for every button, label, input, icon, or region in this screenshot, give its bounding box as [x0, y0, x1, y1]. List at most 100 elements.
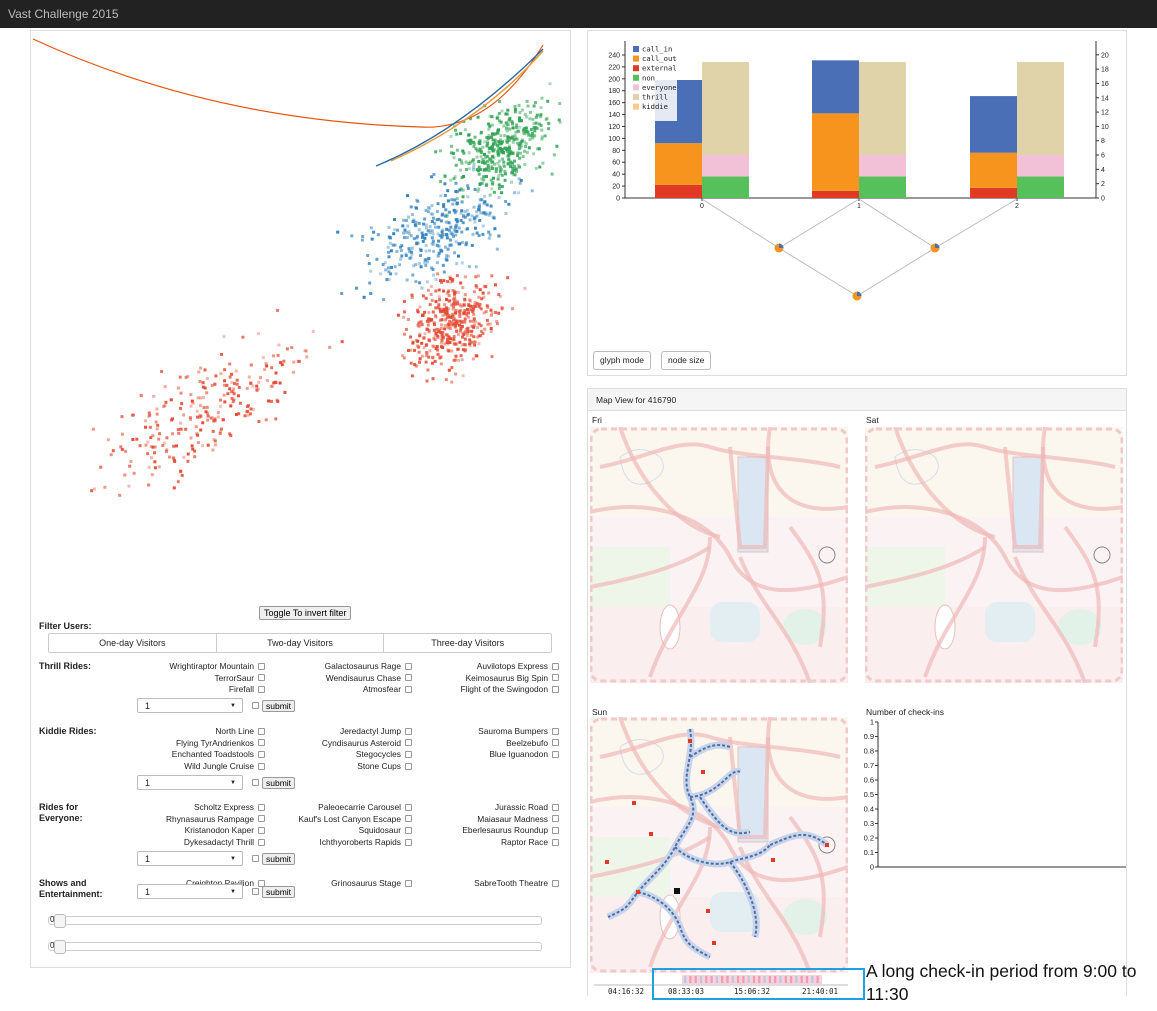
glyph-mode-button[interactable]: glyph mode: [593, 351, 651, 370]
ride-checkbox[interactable]: [552, 879, 559, 887]
section-count-select[interactable]: 1 ▼: [137, 698, 243, 714]
ride-checkbox[interactable]: [552, 674, 559, 682]
ride-checkbox[interactable]: [258, 685, 265, 693]
ride-checkbox[interactable]: [258, 815, 265, 823]
checkins-tick-label: 0.9: [864, 732, 874, 741]
ride-label: Rhynasaurus Rampage: [166, 813, 254, 824]
ride-checkbox[interactable]: [552, 739, 559, 747]
ride-checkbox[interactable]: [405, 739, 412, 747]
group-bar-chart[interactable]: 0204060801001201401601802002202400246810…: [588, 31, 1128, 331]
ride-label: North Line: [215, 726, 254, 736]
group-tree[interactable]: [701, 198, 1018, 301]
user-scatter-plot[interactable]: [31, 31, 572, 601]
ride-checkbox[interactable]: [258, 838, 265, 846]
ride-label: Dykesadactyl Thrill: [183, 837, 254, 848]
checkins-title: Number of check-ins: [866, 707, 944, 717]
select-all-checkbox[interactable]: [252, 888, 259, 895]
ride-checkbox[interactable]: [552, 815, 559, 823]
ride-checkbox[interactable]: [405, 727, 412, 735]
bar-non: [1017, 176, 1064, 198]
left-tick-label: 40: [612, 172, 620, 179]
ride-checkbox[interactable]: [405, 762, 412, 770]
ride-checkbox[interactable]: [552, 662, 559, 670]
ride-checkbox[interactable]: [405, 662, 412, 670]
right-tick-label: 4: [1101, 167, 1105, 174]
select-all-checkbox[interactable]: [252, 702, 259, 710]
ride-checkbox[interactable]: [405, 803, 412, 811]
ride-label: Stone Cups: [357, 761, 401, 772]
park-map-sat[interactable]: [865, 427, 1123, 683]
slider-2-handle[interactable]: [54, 940, 66, 954]
legend-label: call_out: [642, 54, 677, 63]
park-map-sun[interactable]: [590, 717, 848, 973]
select-all-checkbox[interactable]: [252, 778, 259, 786]
ride-checkbox[interactable]: [405, 674, 412, 682]
ride-checkbox[interactable]: [258, 879, 265, 887]
trajectory-path: [637, 891, 711, 958]
section-count-select[interactable]: 1 ▼: [137, 884, 243, 899]
ride-label: Atmosfear: [362, 684, 401, 695]
x-tick-label: 2: [1015, 203, 1019, 210]
bar-call_out: [655, 143, 702, 185]
timeline-tick-label: 08:33:03: [668, 987, 704, 996]
ride-checkbox[interactable]: [552, 685, 559, 693]
right-tick-label: 12: [1101, 110, 1109, 117]
ride-checkbox[interactable]: [405, 815, 412, 823]
x-tick-label: 1: [857, 203, 861, 210]
ride-checkbox[interactable]: [405, 685, 412, 693]
ride-checkbox[interactable]: [405, 750, 412, 758]
checkins-tick-label: 0.8: [864, 747, 874, 756]
ride-label: TerrorSaur: [214, 672, 254, 683]
left-tick-label: 100: [608, 136, 620, 143]
bar-external: [970, 187, 1017, 198]
ride-checkbox[interactable]: [258, 803, 265, 811]
ride-checkbox[interactable]: [258, 739, 265, 747]
ride-label: Kauf's Lost Canyon Escape: [298, 813, 401, 824]
toggle-invert-filter-button[interactable]: Toggle To invert filter: [259, 606, 352, 620]
ride-checkbox[interactable]: [405, 826, 412, 834]
ride-label: Cyndisaurus Asteroid: [321, 737, 401, 748]
tab-three-day-visitors[interactable]: Three-day Visitors: [431, 638, 505, 648]
ride-label: Grinosaurus Stage: [331, 878, 401, 888]
submit-button[interactable]: submit: [262, 776, 296, 789]
tab-one-day-visitors[interactable]: One-day Visitors: [49, 634, 217, 652]
ride-checkbox[interactable]: [258, 826, 265, 834]
trend-curve-orange: [390, 50, 544, 162]
left-tick-label: 160: [608, 100, 620, 107]
checkin-marker: [688, 739, 692, 743]
section-count-select[interactable]: 1 ▼: [137, 850, 243, 866]
ride-checkbox[interactable]: [258, 762, 265, 770]
ride-label: Galactosaurus Rage: [324, 661, 401, 671]
tab-two-day-visitors[interactable]: Two-day Visitors: [217, 634, 385, 652]
range-slider-1[interactable]: 0: [48, 914, 542, 928]
ride-checkbox[interactable]: [552, 750, 559, 758]
ride-label: Eberlesaurus Roundup: [462, 825, 548, 836]
select-value: 1: [145, 887, 151, 897]
checkins-tick-label: 0.4: [864, 805, 874, 814]
ride-checkbox[interactable]: [405, 879, 412, 887]
select-all-checkbox[interactable]: [252, 854, 259, 862]
park-map-fri[interactable]: [590, 427, 848, 683]
annotation-highlight-box: [652, 968, 865, 1000]
ride-checkbox[interactable]: [258, 674, 265, 682]
node-size-button[interactable]: node size: [661, 351, 712, 370]
ride-checkbox[interactable]: [552, 826, 559, 834]
x-tick-label: 0: [700, 203, 704, 210]
ride-checkbox[interactable]: [258, 727, 265, 735]
slider-1-handle[interactable]: [54, 914, 66, 928]
submit-button[interactable]: submit: [262, 700, 296, 713]
ride-checkbox[interactable]: [552, 803, 559, 811]
time-brush-timeline[interactable]: 04:16:32 08:33:03 15:06:32 21:40:01: [590, 975, 852, 997]
range-slider-2[interactable]: 0: [48, 940, 542, 954]
trajectory-path: [607, 728, 695, 918]
submit-button[interactable]: submit: [262, 886, 296, 898]
ride-label: Raptor Race: [500, 837, 548, 848]
ride-checkbox[interactable]: [552, 727, 559, 735]
trend-curve-red: [32, 38, 544, 128]
ride-checkbox[interactable]: [258, 662, 265, 670]
ride-checkbox[interactable]: [405, 838, 412, 846]
ride-checkbox[interactable]: [552, 838, 559, 846]
submit-button[interactable]: submit: [262, 852, 296, 865]
section-count-select[interactable]: 1 ▼: [137, 774, 243, 790]
ride-checkbox[interactable]: [258, 750, 265, 758]
